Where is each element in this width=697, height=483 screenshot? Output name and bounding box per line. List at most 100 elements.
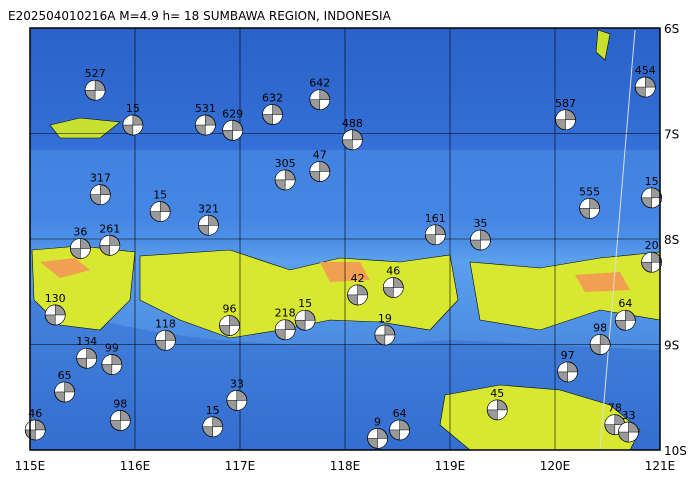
map-title: E202504010216A M=4.9 h= 18 SUMBAWA REGIO… xyxy=(8,9,392,23)
depth-label: 42 xyxy=(351,272,365,285)
focal-mechanism: 65 xyxy=(54,369,76,403)
depth-label: 527 xyxy=(85,67,106,80)
focal-mechanism: 64 xyxy=(614,297,636,331)
focal-mechanism: 15 xyxy=(202,404,224,438)
beachball-dilatation xyxy=(367,428,388,449)
focal-mechanism: 629 xyxy=(222,107,243,141)
lon-tick-label: 119E xyxy=(435,459,466,473)
beachball-dilatation xyxy=(195,114,216,136)
focal-mechanism: 15 xyxy=(122,102,144,136)
focal-mechanism: 632 xyxy=(262,92,283,125)
depth-label: 555 xyxy=(579,185,600,198)
focal-mechanism: 15 xyxy=(149,189,171,222)
depth-label: 161 xyxy=(425,212,446,225)
beachball-dilatation xyxy=(155,330,176,351)
depth-label: 98 xyxy=(113,397,127,410)
beachball-dilatation xyxy=(294,309,316,331)
focal-mechanism: 20 xyxy=(641,239,662,273)
beachball-dilatation xyxy=(374,324,396,346)
depth-label: 15 xyxy=(298,297,312,310)
focal-mechanism: 46 xyxy=(382,265,404,298)
lon-tick-label: 118E xyxy=(330,459,361,473)
focal-mechanism: 531 xyxy=(195,102,216,136)
depth-label: 20 xyxy=(645,239,659,252)
focal-mechanism: 45 xyxy=(486,387,508,421)
depth-label: 98 xyxy=(593,322,607,335)
beachball-dilatation xyxy=(222,120,243,141)
beachball-dilatation xyxy=(99,235,121,256)
beachball-dilatation xyxy=(90,184,111,205)
depth-label: 9 xyxy=(374,415,381,428)
beachball-dilatation xyxy=(641,251,662,273)
depth-label: 36 xyxy=(73,225,87,238)
depth-label: 97 xyxy=(561,349,575,362)
focal-mechanism: 305 xyxy=(274,157,296,191)
focal-mechanism: 527 xyxy=(85,67,106,101)
depth-label: 64 xyxy=(618,297,632,310)
depth-label: 317 xyxy=(90,172,111,185)
beachball-dilatation xyxy=(347,284,368,306)
beachball-dilatation xyxy=(122,114,144,136)
depth-label: 15 xyxy=(126,102,140,115)
depth-label: 46 xyxy=(28,407,42,420)
beachball-dilatation xyxy=(70,238,91,259)
focal-mechanism: 64 xyxy=(389,407,411,441)
depth-label: 305 xyxy=(275,157,296,170)
depth-label: 15 xyxy=(645,175,659,188)
beachball-dilatation xyxy=(226,390,248,411)
lon-tick-label: 121E xyxy=(645,459,676,473)
lat-tick-label: 10S xyxy=(664,444,687,458)
focal-mechanism: 47 xyxy=(309,148,331,182)
depth-label: 454 xyxy=(635,64,656,77)
focal-mechanism: 555 xyxy=(579,185,600,219)
lon-tick-label: 115E xyxy=(15,459,46,473)
depth-label: 47 xyxy=(313,148,327,161)
focal-mechanism: 321 xyxy=(198,202,219,236)
lon-tick-label: 117E xyxy=(225,459,256,473)
lat-tick-label: 6S xyxy=(664,22,679,36)
beachball-dilatation xyxy=(101,354,123,375)
depth-label: 118 xyxy=(155,317,176,330)
beachball-dilatation xyxy=(635,76,656,98)
focal-mechanism: 33 xyxy=(226,377,248,411)
depth-label: 218 xyxy=(275,307,296,320)
beachball-dilatation xyxy=(486,399,508,421)
lat-tick-label: 7S xyxy=(664,128,679,142)
depth-label: 33 xyxy=(230,377,244,390)
beachball-dilatation xyxy=(274,169,296,191)
lat-tick-label: 9S xyxy=(664,339,679,353)
beachball-dilatation xyxy=(309,161,331,182)
focal-mechanism: 98 xyxy=(589,322,611,355)
focal-mechanism: 97 xyxy=(557,349,578,383)
beachball-dilatation xyxy=(198,215,219,236)
focal-mechanism: 33 xyxy=(618,409,639,443)
beachball-dilatation xyxy=(555,109,576,131)
depth-label: 587 xyxy=(555,97,576,110)
depth-label: 96 xyxy=(223,303,237,316)
focal-mechanism: 161 xyxy=(425,212,446,246)
focal-mechanism: 218 xyxy=(275,307,296,341)
beachball-dilatation xyxy=(202,416,223,438)
map-area: 527 15 531 629 632 642 488 317 15 321 36 261 130 134 9… xyxy=(24,27,662,451)
focal-mechanism: 9 xyxy=(367,415,388,449)
beachball-dilatation xyxy=(76,347,97,369)
beachball-dilatation xyxy=(54,381,75,403)
depth-label: 488 xyxy=(342,117,363,130)
focal-mechanism: 118 xyxy=(155,317,176,351)
beachball-dilatation xyxy=(149,201,171,222)
focal-mechanism: 99 xyxy=(101,342,123,375)
focal-mechanism: 454 xyxy=(635,64,656,98)
beachball-dilatation xyxy=(618,421,639,443)
depth-label: 33 xyxy=(622,409,636,422)
depth-label: 531 xyxy=(195,102,216,115)
depth-label: 15 xyxy=(206,404,220,417)
depth-label: 99 xyxy=(105,342,119,355)
beachball-dilatation xyxy=(219,315,240,336)
focal-mechanism: 488 xyxy=(342,117,363,151)
beachball-dilatation xyxy=(557,361,578,383)
beachball-dilatation xyxy=(589,334,611,355)
lon-tick-label: 120E xyxy=(540,459,571,473)
focal-mechanism: 98 xyxy=(109,397,131,431)
focal-mechanism: 35 xyxy=(470,217,491,251)
